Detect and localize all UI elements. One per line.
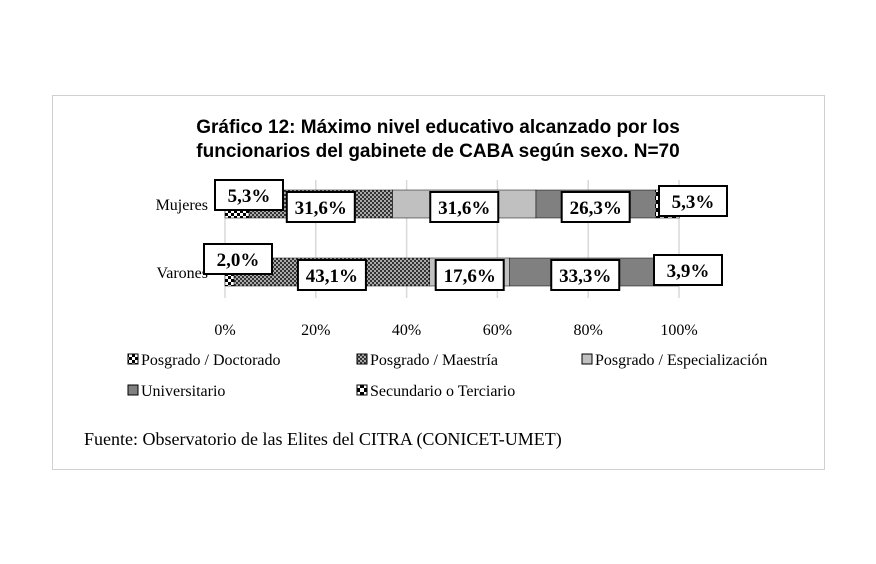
x-tick-label: 20% xyxy=(301,322,330,339)
data-label: 17,6% xyxy=(444,266,496,287)
data-label-box xyxy=(658,185,728,217)
data-label: 26,3% xyxy=(570,198,622,219)
data-label: 33,3% xyxy=(559,266,611,287)
data-label-box xyxy=(560,191,631,223)
chart-title: funcionarios del gabinete de CABA según … xyxy=(196,141,679,162)
data-label-box xyxy=(296,259,367,291)
data-label: 43,1% xyxy=(306,266,358,287)
data-label: 3,9% xyxy=(667,261,710,282)
data-label: 31,6% xyxy=(295,198,347,219)
data-label-box xyxy=(429,191,500,223)
legend-swatch xyxy=(127,353,139,365)
legend-swatch xyxy=(581,353,593,365)
data-label: 5,3% xyxy=(672,192,715,213)
legend-label: Posgrado / Doctorado xyxy=(141,352,281,369)
x-tick-label: 80% xyxy=(574,322,603,339)
legend-swatch xyxy=(127,384,139,396)
legend-label: Posgrado / Maestría xyxy=(370,352,498,369)
legend-swatch xyxy=(356,384,368,396)
x-tick-label: 100% xyxy=(660,322,697,339)
legend-label: Secundario o Terciario xyxy=(370,383,515,400)
data-label-box xyxy=(550,259,621,291)
x-tick-label: 0% xyxy=(214,322,235,339)
data-label: 5,3% xyxy=(228,186,271,207)
legend-label: Universitario xyxy=(141,383,225,400)
legend-swatch xyxy=(356,353,368,365)
source-note: Fuente: Observatorio de las Elites del C… xyxy=(84,429,562,450)
data-label-box xyxy=(214,179,284,211)
data-label-box xyxy=(285,191,356,223)
category-label: Mujeres xyxy=(156,197,208,214)
category-label: Varones xyxy=(156,265,208,282)
data-label-box xyxy=(434,259,505,291)
data-label: 31,6% xyxy=(438,198,490,219)
chart-title: Gráfico 12: Máximo nivel educativo alcan… xyxy=(196,117,680,138)
x-tick-label: 60% xyxy=(483,322,512,339)
data-label: 2,0% xyxy=(217,250,260,271)
x-tick-label: 40% xyxy=(392,322,421,339)
legend-label: Posgrado / Especialización xyxy=(595,352,767,369)
data-label-box xyxy=(653,254,723,286)
chart-frame xyxy=(52,95,825,470)
data-label-box xyxy=(203,243,273,275)
